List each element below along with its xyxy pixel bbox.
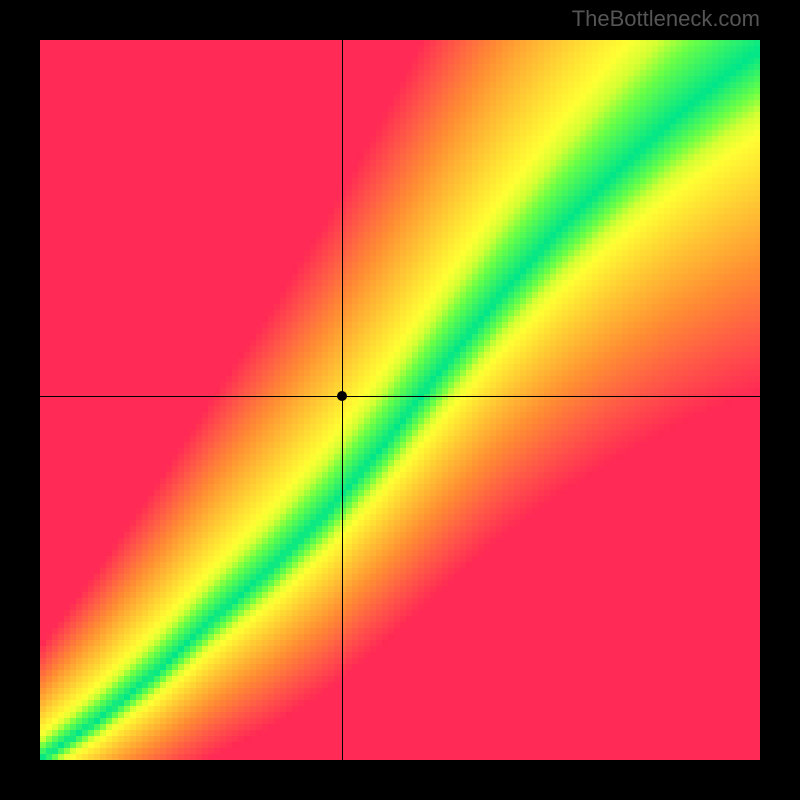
heatmap-canvas bbox=[40, 40, 760, 760]
data-point-marker bbox=[337, 391, 347, 401]
crosshair-horizontal bbox=[40, 396, 760, 397]
figure-container: TheBottleneck.com bbox=[0, 0, 800, 800]
plot-area bbox=[40, 40, 760, 760]
watermark-text: TheBottleneck.com bbox=[572, 6, 760, 32]
